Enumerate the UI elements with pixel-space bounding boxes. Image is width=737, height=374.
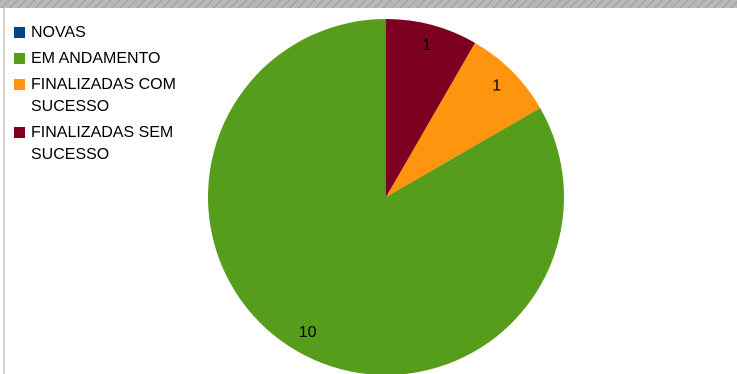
legend-item: FINALIZADAS SEM SUCESSO [14,122,231,166]
pie-slice [208,19,564,374]
legend-item: NOVAS [14,22,231,44]
data-label: 1 [492,77,501,94]
legend: NOVAS EM ANDAMENTO FINALIZADAS COM SUCESSO… [14,22,231,170]
data-label: 10 [299,324,317,341]
legend-item: EM ANDAMENTO [14,48,231,70]
data-label: 1 [422,37,431,54]
pie-slice [386,42,541,198]
legend-item: FINALIZADAS COM SUCESSO [14,74,231,118]
legend-swatch [14,127,25,138]
legend-swatch [14,79,25,90]
pie-slice [386,19,475,197]
legend-label: EM ANDAMENTO [31,50,161,67]
legend-label: FINALIZADAS SEM SUCESSO [31,124,174,163]
legend-swatch [14,53,25,64]
legend-swatch [14,27,25,38]
legend-label: FINALIZADAS COM SUCESSO [31,76,176,115]
legend-label: NOVAS [31,24,86,41]
top-border [0,0,737,8]
